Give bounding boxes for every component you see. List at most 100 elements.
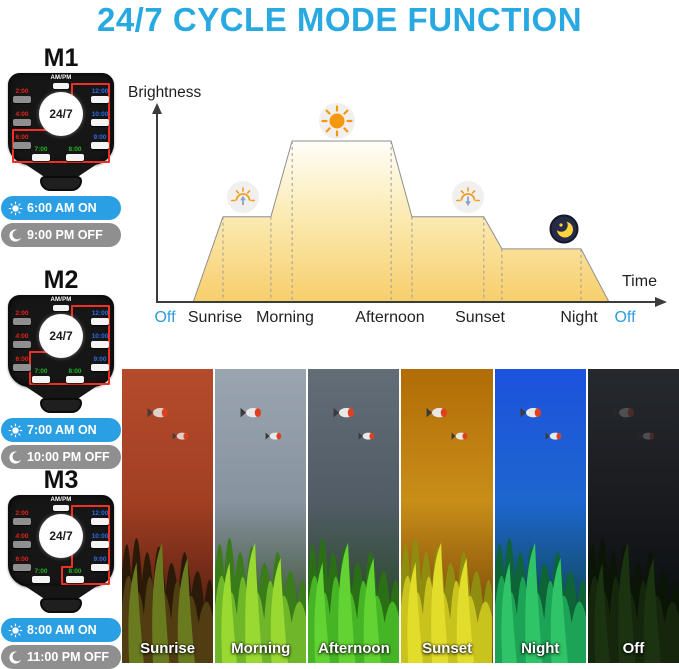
strip-label: Sunrise [140,640,196,657]
on-time-label: 8:00 AM ON [27,623,97,637]
time-label: 6:00 [15,356,29,363]
timer-button [13,564,31,571]
ampm-button [53,505,69,511]
moon-icon [549,214,579,244]
photo-strip-night: Night [494,369,586,663]
time-label: 7:00 [34,146,48,153]
timer-button [13,541,31,548]
timer-controller: AM/PM 2:00 4:00 6:00 12:00 10:00 9:00 7:… [8,295,114,415]
on-time-pill: 6:00 AM ON [1,196,121,220]
time-label: 12:00 [91,310,109,317]
plant-silhouette [122,537,214,663]
timer-button [91,518,109,525]
page-title: 24/7 CYCLE MODE FUNCTION [96,1,583,38]
mode-m1-section: M1 AM/PM 2:00 4:00 6:00 12:00 10:00 9 [0,46,122,247]
moon-icon [9,229,22,242]
time-label: 9:00 [93,356,107,363]
timer-controller: AM/PM 2:00 4:00 6:00 12:00 10:00 9:00 7:… [8,495,114,615]
time-label: 6:00 [15,134,29,141]
timer-button [91,96,109,103]
time-label: 8:00 [68,146,82,153]
y-axis-arrow [152,103,162,114]
on-time-label: 7:00 AM ON [27,423,97,437]
time-label: 10:00 [91,533,109,540]
brightness-axis-label: Brightness [128,84,202,101]
off-time-pill: 10:00 PM OFF [1,445,121,469]
timer-button [66,154,84,161]
timer-button [32,376,50,383]
phase-label-morning: Morning [256,309,314,326]
brightness-curve [192,140,610,303]
time-label: 9:00 [93,134,107,141]
dial-247: 24/7 [39,514,83,558]
time-label: 4:00 [15,533,29,540]
controller-face: AM/PM 2:00 4:00 6:00 12:00 10:00 9:00 7:… [8,73,114,165]
ampm-button [53,305,69,311]
timer-button [66,376,84,383]
strip-label: Off [622,640,645,657]
sun-icon [8,623,23,637]
timer-button [91,142,109,149]
timer-controller: AM/PM 2:00 4:00 6:00 12:00 10:00 9:00 7:… [8,73,114,193]
phase-label-off-right: Off [614,309,636,326]
timer-button [13,364,31,371]
brightness-chart: Brightness Time Off Sunrise Morning Afte… [125,60,679,360]
plant-silhouette [587,537,679,663]
timer-button [13,341,31,348]
timer-button [13,119,31,126]
modes-column: M1 AM/PM 2:00 4:00 6:00 12:00 10:00 9 [0,44,122,669]
mode-m3-section: M3 AM/PM 2:00 4:00 6:00 12:00 10:00 9 [0,468,122,669]
timer-button [13,518,31,525]
dial-247: 24/7 [39,314,83,358]
ampm-label: AM/PM [50,75,72,81]
plant-silhouette [308,537,400,663]
timer-button [91,119,109,126]
timer-button [13,96,31,103]
time-label: 2:00 [15,88,29,95]
plant-silhouette [215,537,307,663]
photo-strip-sunrise: Sunrise [122,369,214,663]
fish-illustration [240,408,282,441]
sunset-icon [452,181,484,213]
chart-canvas [152,103,667,307]
timer-button [91,318,109,325]
time-label: 12:00 [91,510,109,517]
sun-icon [8,423,23,437]
photo-strip-afternoon: Afternoon [308,369,400,663]
mode-title: M1 [43,44,79,72]
on-time-label: 6:00 AM ON [27,201,97,215]
phase-label-night: Night [560,309,598,326]
timer-button [91,364,109,371]
controller-neck [40,176,82,191]
off-time-label: 9:00 PM OFF [27,228,103,242]
ampm-label: AM/PM [50,297,72,303]
fish-illustration [613,408,655,441]
time-label: 6:00 [15,556,29,563]
strip-label: Sunset [422,640,473,657]
plant-silhouette [401,537,493,663]
controller-neck [40,398,82,413]
sunrise-icon [227,181,259,213]
selection-outline [61,505,110,585]
controller-shoulder [25,386,97,399]
sun-icon [319,103,355,139]
time-label: 4:00 [15,333,29,340]
timer-button [32,576,50,583]
mode-title: M2 [43,266,79,294]
timer-button [66,576,84,583]
moon-icon [9,451,22,464]
fish-illustration [427,408,468,441]
off-time-pill: 9:00 PM OFF [1,223,121,247]
time-label: 7:00 [34,568,48,575]
time-label: 10:00 [91,111,109,118]
plant-silhouette [494,537,586,663]
moon-icon [9,651,22,664]
strip-label: Morning [231,640,291,657]
photo-strip-off: Off [587,369,679,663]
fish-illustration [520,408,561,441]
photo-strip-sunset: Sunset [401,369,493,663]
mode-title: M3 [43,466,79,494]
time-label: 4:00 [15,111,29,118]
time-axis-label: Time [622,273,657,290]
